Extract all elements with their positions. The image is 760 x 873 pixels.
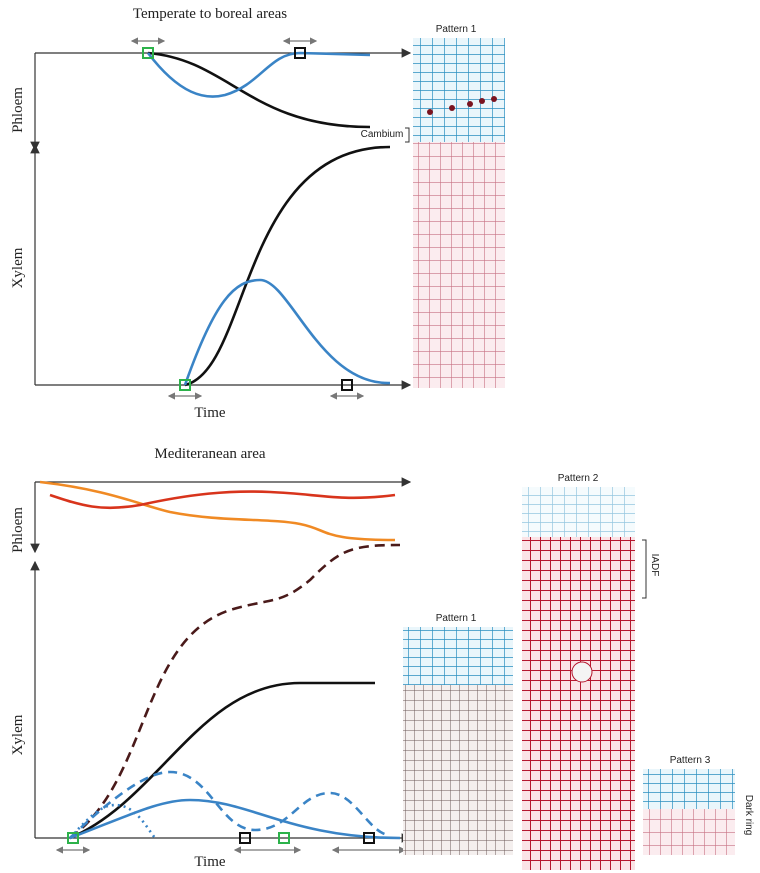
range-arrows	[130, 37, 365, 400]
bracket	[642, 539, 647, 599]
axis-label: Phloem	[10, 87, 26, 133]
marker	[239, 832, 251, 844]
curve	[39, 480, 396, 542]
curve	[69, 681, 375, 840]
curve	[183, 278, 391, 386]
micrograph	[643, 769, 735, 809]
marker	[341, 379, 353, 391]
panel-title: Temperate to boreal areas	[133, 6, 287, 22]
axis-label: Xylem	[10, 714, 26, 755]
micrograph	[522, 487, 635, 537]
micrograph-label: Pattern 1	[436, 613, 477, 624]
marker	[363, 832, 375, 844]
panel-title: Mediteranean area	[154, 446, 266, 462]
micrograph-label: Pattern 1	[436, 24, 477, 35]
micrograph	[522, 537, 635, 870]
marker	[179, 379, 191, 391]
curve	[69, 770, 391, 839]
axis-label: Phloem	[10, 507, 26, 553]
micrograph	[403, 627, 513, 685]
curve	[147, 51, 371, 129]
axis-label: Time	[194, 854, 225, 870]
curve	[69, 543, 401, 840]
bracket	[405, 127, 410, 143]
micrograph	[403, 685, 513, 855]
marker	[67, 832, 79, 844]
curve	[146, 51, 371, 98]
micrograph-detail	[571, 661, 593, 683]
micrograph-label: Pattern 3	[670, 755, 711, 766]
curve	[184, 145, 391, 387]
annotation: Dark ring	[743, 795, 754, 836]
axis-label: Time	[194, 405, 225, 421]
curve	[49, 490, 396, 510]
micrograph-label: Pattern 2	[558, 473, 599, 484]
micrograph	[413, 142, 505, 388]
marker	[294, 47, 306, 59]
micrograph	[643, 809, 735, 855]
axis-label: Xylem	[10, 247, 26, 288]
micrograph-detail	[427, 96, 497, 115]
curve	[69, 798, 401, 840]
marker	[278, 832, 290, 844]
micrograph	[413, 38, 505, 142]
marker	[142, 47, 154, 59]
annotation: IADF	[649, 554, 660, 577]
annotation: Cambium	[361, 129, 404, 140]
